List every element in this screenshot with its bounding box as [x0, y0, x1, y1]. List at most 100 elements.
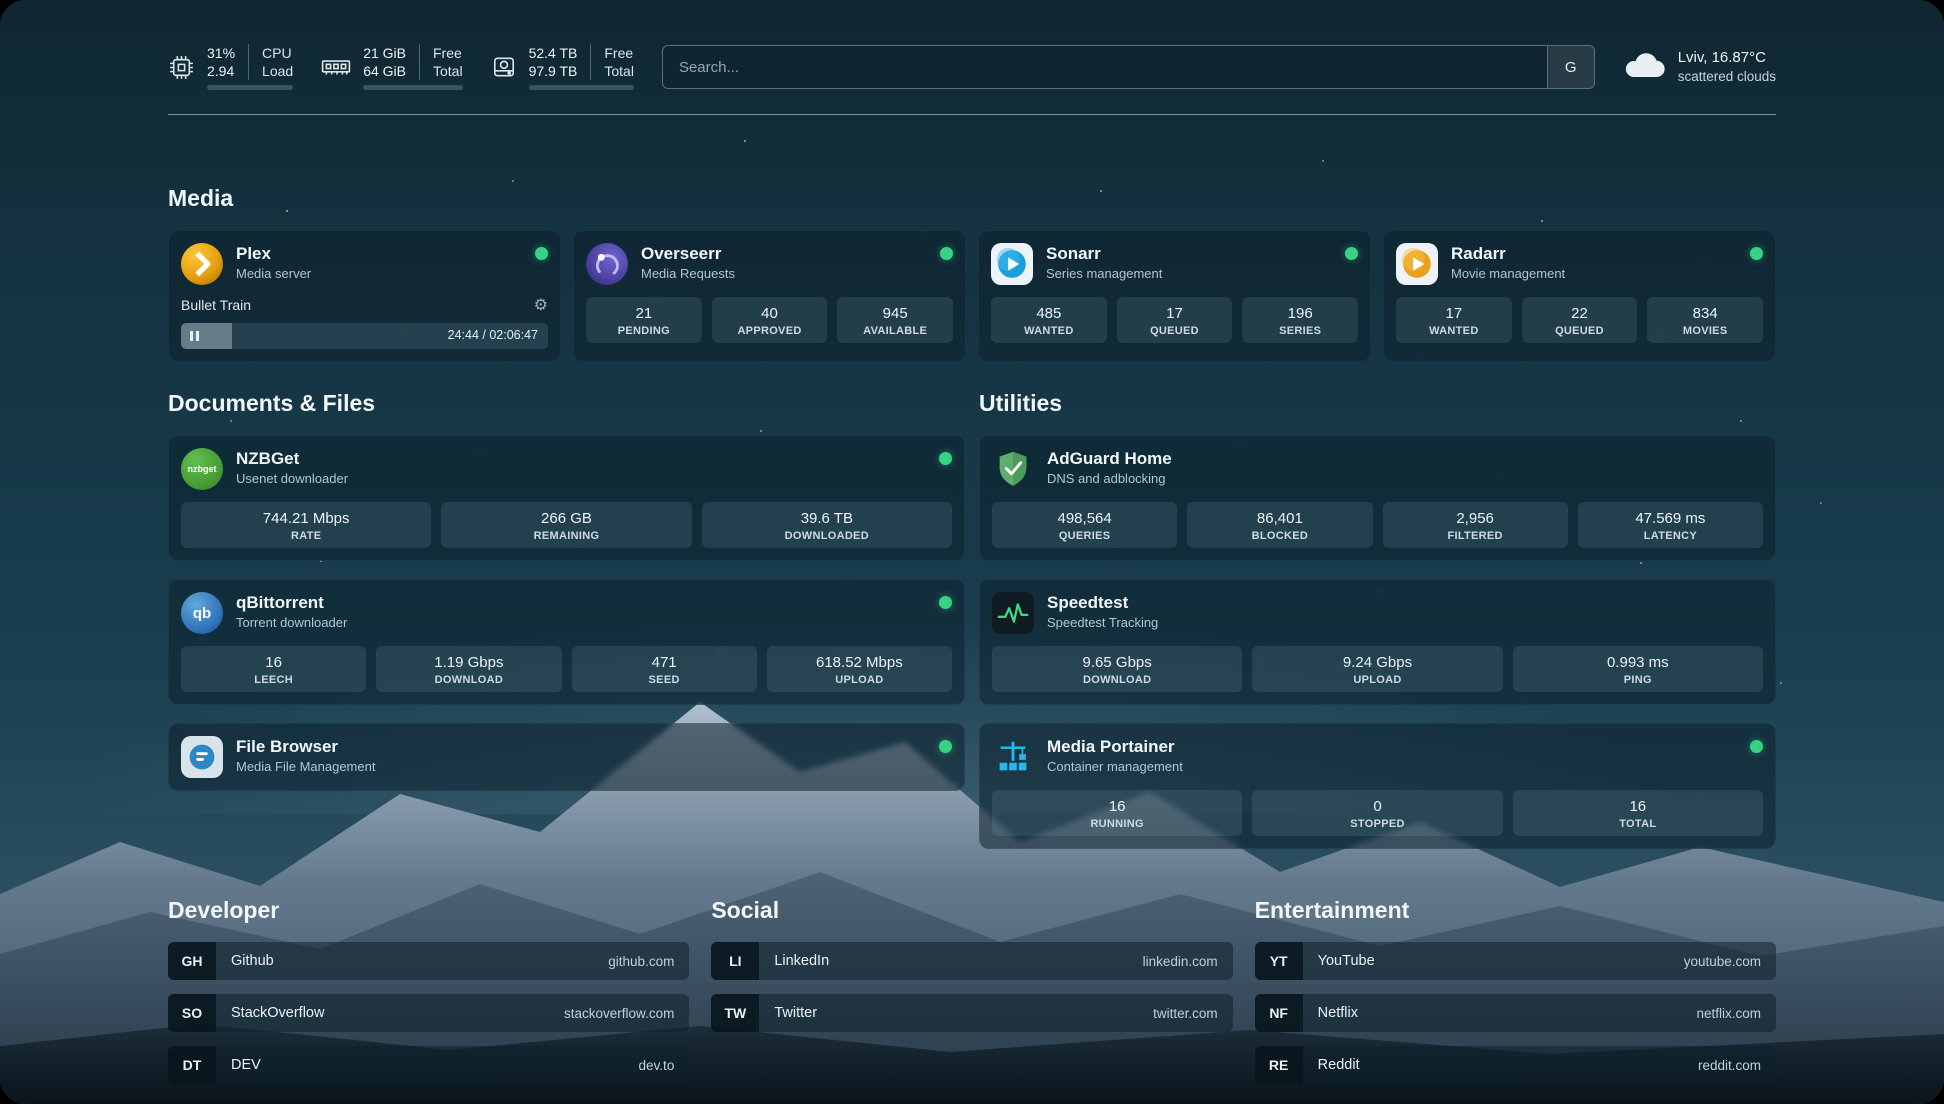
adguard-icon	[992, 448, 1034, 490]
stat-total: 16 TOTAL	[1512, 790, 1763, 836]
app-name: Overseerr	[641, 244, 722, 263]
search-bar: G	[661, 45, 1595, 89]
stat-queued: 17 QUEUED	[1116, 297, 1233, 343]
cpu-stats: 31% CPU 2.94 Load	[207, 44, 294, 90]
bookmark-linkedin[interactable]: LI LinkedIn linkedin.com	[711, 942, 1233, 980]
stat-wanted: 485 WANTED	[991, 297, 1107, 343]
section-title-utilities: Utilities	[979, 390, 1063, 416]
ram-icon	[321, 56, 351, 78]
bookmark-name: Github	[231, 953, 274, 969]
app-card-qbittorrent[interactable]: qb qBittorrent Torrent downloader 16 LEE…	[168, 579, 965, 705]
app-card-nzbget[interactable]: nzbget NZBGet Usenet downloader 744.21 M…	[168, 435, 965, 561]
disk-free-value: 52.4 TB	[528, 45, 578, 61]
bookmark-youtube[interactable]: YT YouTube youtube.com	[1254, 942, 1776, 980]
app-name: NZBGet	[236, 449, 300, 468]
bookmark-url: twitter.com	[1153, 1005, 1218, 1021]
stat-leech: 16 LEECH	[181, 646, 367, 692]
status-dot	[940, 247, 953, 260]
app-card-speedtest[interactable]: Speedtest Speedtest Tracking 9.65 Gbps D…	[979, 579, 1776, 705]
bookmarks-developer: Developer GH Github github.com SO StackO…	[168, 897, 690, 1098]
ram-usage-bar	[363, 85, 463, 90]
cpu-widget: 31% CPU 2.94 Load	[168, 44, 294, 90]
filebrowser-icon	[181, 736, 223, 778]
bookmark-dev[interactable]: DT DEV dev.to	[168, 1046, 690, 1084]
app-subtitle: Media Requests	[641, 266, 735, 281]
section-title-documents: Documents & Files	[168, 390, 376, 416]
app-name: Radarr	[1451, 244, 1506, 263]
status-dot	[939, 452, 952, 465]
app-card-plex[interactable]: Plex Media server Bullet Train ⚙ 24:44 /…	[168, 230, 561, 362]
overseerr-icon	[586, 243, 628, 285]
bookmark-abbr: GH	[168, 942, 216, 980]
app-card-overseerr[interactable]: Overseerr Media Requests 21 PENDING 40 A…	[573, 230, 966, 362]
section-title-entertainment: Entertainment	[1254, 897, 1410, 923]
bookmark-abbr: SO	[168, 994, 216, 1032]
disk-total-value: 97.9 TB	[528, 63, 578, 79]
weather-location-temp: Lviv, 16.87°C	[1677, 49, 1766, 66]
bookmark-abbr: TW	[711, 994, 760, 1032]
app-card-sonarr[interactable]: Sonarr Series management 485 WANTED 17 Q…	[978, 230, 1371, 362]
bookmark-twitter[interactable]: TW Twitter twitter.com	[711, 994, 1233, 1032]
app-subtitle: Movie management	[1451, 266, 1566, 281]
app-card-radarr[interactable]: Radarr Movie management 17 WANTED 22 QUE…	[1383, 230, 1776, 362]
weather-condition: scattered clouds	[1677, 69, 1776, 84]
disk-free-label: Free	[590, 44, 634, 62]
nzbget-icon: nzbget	[181, 448, 223, 490]
documents-column: Documents & Files nzbget NZBGet Usenet d…	[168, 390, 965, 867]
stat-pending: 21 PENDING	[586, 297, 702, 343]
stat-queries: 498,564 QUERIES	[992, 502, 1178, 548]
search-input[interactable]	[662, 46, 1547, 88]
bookmarks-social: Social LI LinkedIn linkedin.com TW Twitt…	[711, 897, 1233, 1098]
bookmark-reddit[interactable]: RE Reddit reddit.com	[1254, 1046, 1776, 1084]
status-dot	[1345, 247, 1358, 260]
app-card-portainer[interactable]: Media Portainer Container management 16 …	[979, 723, 1776, 849]
app-card-filebrowser[interactable]: File Browser Media File Management	[168, 723, 965, 791]
bookmark-url: linkedin.com	[1142, 953, 1218, 969]
ram-free-value: 21 GiB	[363, 45, 406, 61]
stat-wanted: 17 WANTED	[1396, 297, 1512, 343]
status-dot	[1750, 247, 1763, 260]
playback-progress-bar[interactable]: 24:44 / 02:06:47	[181, 323, 548, 349]
search-engine-button[interactable]: G	[1546, 46, 1594, 88]
stat-upload: 618.52 Mbps UPLOAD	[766, 646, 952, 692]
bookmark-stackoverflow[interactable]: SO StackOverflow stackoverflow.com	[168, 994, 690, 1032]
bookmark-url: netflix.com	[1696, 1005, 1761, 1021]
now-playing-title: Bullet Train	[181, 297, 252, 313]
stat-ping: 0.993 ms PING	[1512, 646, 1763, 692]
cpu-icon	[168, 54, 195, 81]
app-subtitle: Media server	[236, 266, 312, 281]
bookmark-abbr: DT	[168, 1046, 216, 1084]
bookmark-github[interactable]: GH Github github.com	[168, 942, 690, 980]
app-name: Sonarr	[1046, 244, 1101, 263]
cpu-label: CPU	[248, 44, 293, 62]
disk-total-label: Total	[590, 62, 634, 80]
cpu-load-label: Load	[248, 62, 293, 80]
bookmark-abbr: RE	[1254, 1046, 1303, 1084]
disk-icon	[491, 54, 517, 80]
stat-queued: 22 QUEUED	[1521, 297, 1638, 343]
ram-total-label: Total	[419, 62, 463, 80]
cpu-usage-bar	[207, 85, 294, 90]
bookmark-name: StackOverflow	[231, 1005, 325, 1021]
bookmark-url: dev.to	[638, 1057, 675, 1073]
ram-widget: 21 GiB Free 64 GiB Total	[321, 44, 463, 90]
stat-download: 1.19 Gbps DOWNLOAD	[376, 646, 562, 692]
app-subtitle: Speedtest Tracking	[1047, 615, 1159, 630]
app-subtitle: Usenet downloader	[236, 471, 349, 486]
stat-download: 9.65 Gbps DOWNLOAD	[992, 646, 1243, 692]
pause-icon[interactable]	[190, 331, 199, 341]
stream-settings-icon[interactable]: ⚙	[533, 297, 548, 314]
stat-seed: 471 SEED	[571, 646, 757, 692]
section-title-media: Media	[168, 185, 234, 211]
stat-downloaded: 39.6 TB DOWNLOADED	[701, 502, 952, 548]
bookmark-abbr: NF	[1254, 994, 1303, 1032]
bookmark-url: stackoverflow.com	[564, 1005, 675, 1021]
stat-remaining: 266 GB REMAINING	[441, 502, 692, 548]
bookmark-netflix[interactable]: NF Netflix netflix.com	[1254, 994, 1776, 1032]
app-card-adguard[interactable]: AdGuard Home DNS and adblocking 498,564 …	[979, 435, 1776, 561]
status-dot	[939, 740, 952, 753]
utilities-column: Utilities AdGuard Home	[979, 390, 1776, 867]
app-subtitle: Torrent downloader	[236, 615, 348, 630]
